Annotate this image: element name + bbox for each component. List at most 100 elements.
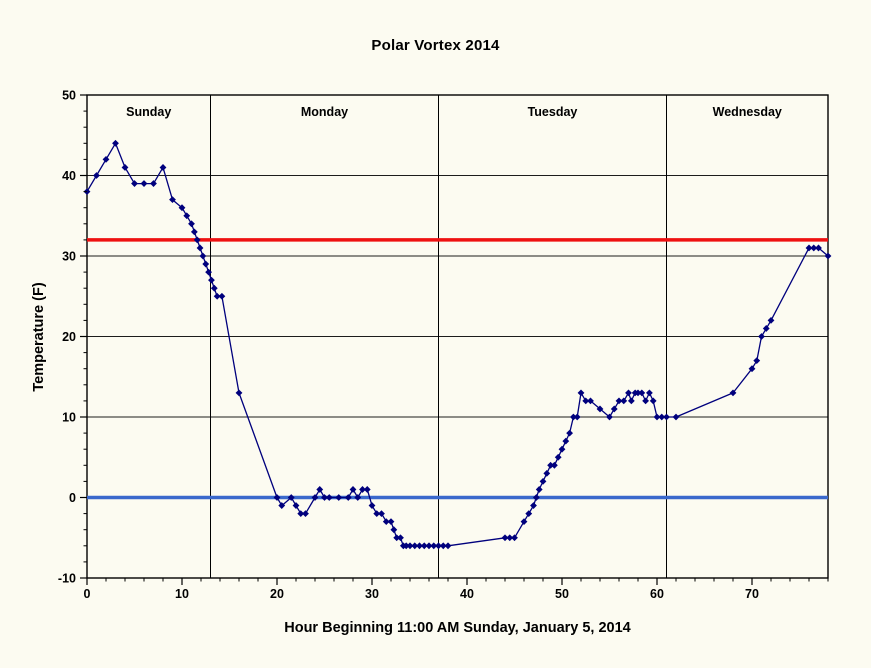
data-point-marker (311, 494, 319, 501)
gridlines (87, 175, 828, 498)
y-tick-label: 30 (62, 250, 76, 264)
x-tick-label: 50 (555, 587, 569, 601)
data-point-marker (292, 502, 300, 509)
data-point-marker (767, 317, 775, 324)
data-point-marker (359, 486, 366, 493)
data-point-marker (615, 397, 623, 405)
x-tick-label: 20 (270, 587, 284, 601)
data-point-marker (213, 292, 221, 300)
data-point-marker (646, 389, 653, 397)
data-point-marker (397, 534, 404, 542)
data-point-marker (190, 228, 198, 236)
data-point-marker (368, 502, 376, 509)
data-point-marker (824, 252, 832, 260)
data-point-marker (444, 542, 452, 550)
data-point-marker (810, 244, 818, 252)
data-point-marker (210, 284, 218, 292)
data-point-marker (406, 542, 414, 550)
data-point-marker (501, 534, 509, 542)
data-point-marker (535, 486, 543, 493)
day-label: Monday (301, 105, 348, 119)
data-point-marker (587, 397, 594, 405)
data-point-marker (411, 542, 419, 550)
data-point-marker (634, 389, 642, 397)
data-point-marker (373, 510, 381, 517)
data-point-marker (435, 542, 442, 550)
y-tick-label: 50 (62, 89, 76, 103)
data-point-marker (199, 252, 207, 260)
data-point-marker (558, 445, 566, 453)
y-tick-label: 40 (62, 169, 76, 183)
data-point-marker (316, 486, 324, 493)
data-point-marker (178, 204, 186, 212)
data-point-marker (596, 405, 604, 413)
data-point-marker (425, 542, 433, 550)
data-point-marker (551, 461, 558, 469)
data-point-marker (511, 534, 518, 542)
data-point-marker (566, 429, 573, 437)
data-point-marker (218, 292, 226, 300)
data-point-marker (159, 164, 167, 171)
data-point-marker (390, 526, 398, 534)
data-point-marker (520, 518, 528, 526)
series-line (86, 142, 829, 547)
data-point-marker (610, 405, 618, 413)
data-point-marker (349, 486, 357, 493)
data-point-marker (430, 542, 438, 550)
data-point-marker (658, 413, 666, 421)
data-point-marker (235, 389, 243, 397)
data-point-marker (297, 510, 305, 517)
data-point-marker (543, 469, 551, 477)
x-tick-label: 40 (460, 587, 474, 601)
x-axis-title: Hour Beginning 11:00 AM Sunday, January … (284, 620, 631, 636)
data-point-marker (325, 494, 333, 501)
data-point-marker (196, 244, 204, 252)
day-label: Sunday (126, 105, 171, 119)
y-tick-label: 0 (69, 491, 76, 505)
data-point-marker (183, 212, 191, 220)
data-point-marker (547, 461, 554, 469)
data-point-marker (287, 494, 295, 501)
data-point-marker (649, 397, 657, 405)
x-tick-label: 60 (650, 587, 664, 601)
data-point-marker (150, 180, 157, 187)
data-point-marker (672, 413, 680, 421)
chart-title: Polar Vortex 2014 (371, 37, 500, 54)
data-point-marker (525, 510, 533, 517)
x-tick-label: 30 (365, 587, 379, 601)
data-point-marker (663, 413, 670, 421)
data-point-marker (638, 389, 646, 397)
data-point-marker (532, 494, 540, 501)
data-point-marker (805, 244, 813, 252)
data-point-marker (758, 333, 765, 340)
data-point-marker (762, 325, 770, 332)
data-point-marker (642, 397, 649, 405)
y-tick-label: 20 (62, 330, 76, 344)
data-point-marker (112, 139, 119, 147)
data-point-marker (202, 260, 210, 268)
data-point-marker (420, 542, 428, 550)
data-point-marker (354, 494, 362, 501)
data-point-marker (208, 276, 215, 284)
data-point-marker (302, 510, 309, 517)
series-temperature (83, 139, 832, 550)
data-point-marker (570, 413, 577, 421)
data-point-marker (653, 413, 661, 421)
data-point-marker (273, 494, 281, 501)
data-point-marker (625, 389, 632, 397)
data-point-marker (506, 534, 514, 542)
x-tick-label: 70 (745, 587, 759, 601)
data-point-marker (577, 389, 585, 397)
data-point-marker (278, 502, 286, 509)
data-point-marker (530, 502, 537, 509)
data-point-marker (93, 172, 100, 179)
data-point-marker (554, 453, 562, 461)
data-point-marker (539, 478, 547, 485)
data-point-marker (102, 156, 110, 163)
x-tick-label: 10 (175, 587, 189, 601)
day-label: Wednesday (713, 105, 782, 119)
data-point-marker (393, 534, 401, 542)
data-point-marker (205, 268, 212, 276)
